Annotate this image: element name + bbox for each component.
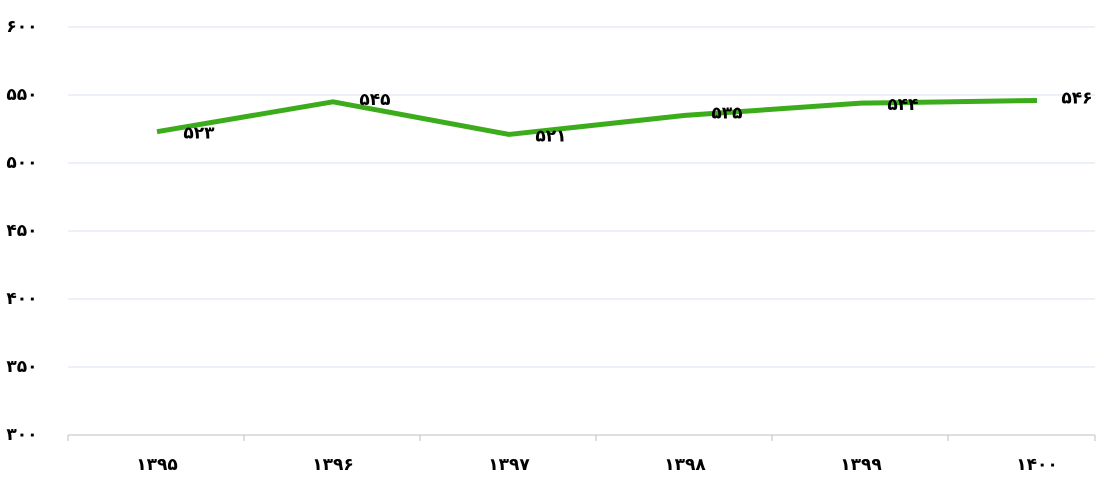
y-tick-label: ۵۰۰ xyxy=(6,153,37,173)
data-label: ۵۴۵ xyxy=(359,90,390,110)
x-tick-label: ۱۳۹۵ xyxy=(136,455,178,475)
y-tick-label: ۴۵۰ xyxy=(6,221,37,241)
x-tick-label: ۱۳۹۸ xyxy=(664,455,706,475)
x-tick-label: ۱۳۹۷ xyxy=(488,455,530,475)
line xyxy=(156,97,1038,137)
data-label: ۵۴۴ xyxy=(887,95,918,115)
data-label: ۵۳۵ xyxy=(711,103,742,123)
data-label: ۵۲۳ xyxy=(183,124,215,144)
data-label: ۵۲۱ xyxy=(535,126,566,146)
y-tick-label: ۴۰۰ xyxy=(6,289,37,309)
y-tick-label: ۳۵۰ xyxy=(6,357,37,377)
x-tick-label: ۱۳۹۶ xyxy=(312,455,354,475)
x-tick-label: ۱۳۹۹ xyxy=(840,455,882,475)
y-tick-label: ۶۰۰ xyxy=(6,17,37,37)
y-tick-label: ۵۵۰ xyxy=(6,85,37,105)
x-tick-label: ۱۴۰۰ xyxy=(1016,455,1058,475)
data-label: ۵۴۶ xyxy=(1061,88,1092,108)
y-tick-label: ۳۰۰ xyxy=(6,425,37,445)
